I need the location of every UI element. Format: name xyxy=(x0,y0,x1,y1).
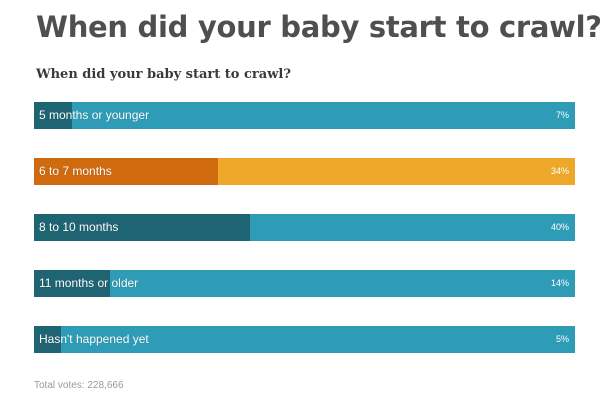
total-votes: Total votes: 228,666 xyxy=(34,380,124,391)
poll-option-percent: 14% xyxy=(550,278,569,288)
poll-option-bar: 8 to 10 months 40% xyxy=(34,214,575,241)
poll-option-fill xyxy=(34,214,250,241)
poll-option-label: 6 to 7 months xyxy=(39,164,112,178)
poll-option-percent: 40% xyxy=(550,222,569,232)
poll-option-bar: 5 months or younger 7% xyxy=(34,102,575,129)
poll-option-percent: 5% xyxy=(555,334,569,344)
page-title: When did your baby start to crawl? xyxy=(36,10,600,44)
poll-option-fill xyxy=(34,270,110,297)
poll-option-fill xyxy=(34,158,218,185)
poll-option-percent: 34% xyxy=(550,166,569,176)
poll-option-bar: 6 to 7 months 34% xyxy=(34,158,575,185)
poll-option-fill xyxy=(34,102,72,129)
poll-option-label: 11 months or older xyxy=(39,276,139,290)
poll-question: When did your baby start to crawl? xyxy=(36,67,291,82)
poll-option-fill xyxy=(34,326,61,353)
poll-option-bar: Hasn't happened yet 5% xyxy=(34,326,575,353)
poll-option-bar: 11 months or older 14% xyxy=(34,270,575,297)
poll-option-label: Hasn't happened yet xyxy=(39,332,149,346)
poll-option-percent: 7% xyxy=(555,110,569,120)
poll-option-label: 8 to 10 months xyxy=(39,220,119,234)
poll-option-label: 5 months or younger xyxy=(39,108,150,122)
